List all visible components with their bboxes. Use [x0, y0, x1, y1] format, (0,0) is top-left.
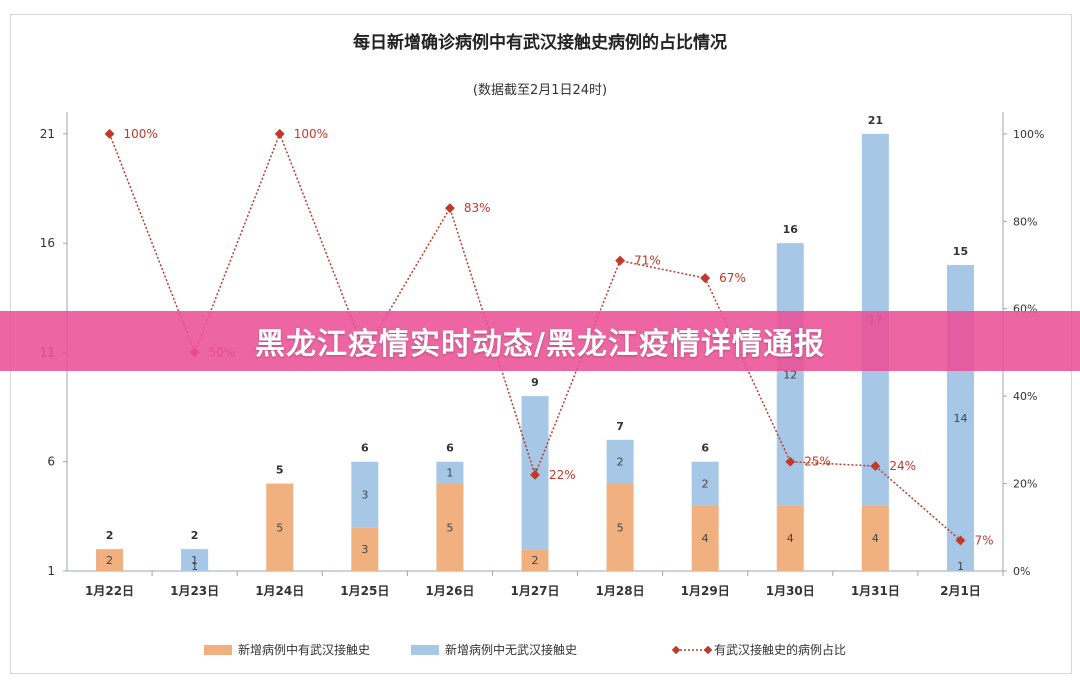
bar-segment-without-contact [691, 461, 719, 506]
legend-swatch-with-contact [204, 645, 232, 655]
x-tick-label: 1月28日 [596, 584, 645, 598]
bar-total-label: 21 [868, 114, 883, 127]
bar-segment-with-contact [436, 483, 464, 571]
chart-legend: 新增病例中有武汉接触史 新增病例中无武汉接触史 有武汉接触史的病例占比 [204, 642, 846, 657]
y-right-tick-label: 80% [1013, 215, 1037, 228]
bar-total-label: 5 [276, 464, 284, 477]
bar-label-with-contact: 2 [106, 554, 113, 567]
y-right-tick-label: 0% [1013, 565, 1030, 578]
bar-label-with-contact: 2 [532, 554, 539, 567]
percentage-point [104, 128, 115, 139]
y-left-tick-label: 16 [40, 236, 55, 250]
legend-line-marker-start [671, 645, 681, 655]
x-tick-label: 1月29日 [681, 584, 730, 598]
x-tick-label: 1月22日 [85, 584, 134, 598]
chart-title: 每日新增确诊病例中有武汉接触史病例的占比情况 [353, 32, 727, 53]
bar-segment-with-contact [266, 483, 294, 571]
bar-total-label: 6 [701, 442, 709, 455]
percentage-label: 24% [889, 459, 916, 473]
bar-total-label: 6 [446, 442, 454, 455]
bar-label-with-contact: 1 [191, 560, 198, 573]
bar-segment-without-contact [436, 461, 464, 484]
bar-label-without-contact: 3 [361, 489, 368, 502]
bar-total-label: 9 [531, 376, 539, 389]
x-tick-label: 1月25日 [340, 584, 389, 598]
bar-total-label: 16 [783, 223, 799, 236]
x-tick-label: 1月23日 [170, 584, 219, 598]
bar-label-without-contact: 1 [191, 554, 198, 567]
bar-total-label: 6 [361, 442, 369, 455]
percentage-point [444, 203, 455, 214]
bar-label-without-contact: 1 [446, 467, 453, 480]
bar-segment-with-contact [96, 549, 124, 571]
y-right-tick-label: 40% [1013, 390, 1037, 403]
legend-line-marker-end [703, 645, 713, 655]
percentage-point [530, 469, 540, 480]
bar-segment-with-contact [691, 505, 719, 571]
percentage-label: 67% [719, 271, 746, 285]
overlay-banner: 黑龙江疫情实时动态/黑龙江疫情详情通报 [0, 311, 1080, 371]
bar-label-with-contact: 5 [617, 521, 624, 534]
bar-label-with-contact: 4 [872, 532, 879, 545]
bar-label-with-contact: 5 [276, 521, 283, 534]
y-left-tick-label: 1 [47, 564, 55, 578]
bar-segment-with-contact [776, 505, 804, 571]
bar-label-with-contact: 5 [446, 521, 453, 534]
legend-label-with-contact: 新增病例中有武汉接触史 [238, 642, 370, 657]
bar-total-label: 2 [106, 529, 114, 542]
percentage-label: 25% [804, 455, 831, 469]
banner-text: 黑龙江疫情实时动态/黑龙江疫情详情通报 [255, 327, 825, 362]
x-tick-label: 1月24日 [255, 584, 304, 598]
bar-total-label: 2 [191, 529, 199, 542]
percentage-point [700, 273, 711, 284]
y-left-tick-label: 6 [47, 455, 55, 469]
x-tick-label: 2月1日 [940, 584, 981, 598]
bar-segment-with-contact [606, 483, 634, 571]
percentage-label: 71% [634, 254, 661, 268]
bar-label-without-contact: 14 [953, 412, 967, 425]
bar-label-with-contact: 4 [787, 532, 794, 545]
legend-swatch-without-contact [411, 645, 439, 655]
percentage-label: 100% [294, 127, 328, 141]
bar-label-with-contact: 3 [361, 543, 368, 556]
percentage-point [870, 461, 881, 472]
bar-total-label: 15 [953, 245, 968, 258]
bar-label-without-contact: 2 [702, 478, 709, 491]
bar-label-with-contact: 1 [957, 560, 964, 573]
bar-segment-without-contact [351, 461, 379, 528]
y-right-tick-label: 100% [1013, 128, 1044, 141]
x-tick-label: 1月26日 [425, 584, 474, 598]
x-tick-label: 1月31日 [851, 584, 900, 598]
x-tick-label: 1月30日 [766, 584, 815, 598]
bar-segment-with-contact [351, 527, 379, 571]
x-tick-label: 1月27日 [510, 584, 559, 598]
percentage-point [785, 456, 796, 467]
bar-total-label: 7 [616, 420, 624, 433]
y-left-tick-label: 21 [40, 127, 55, 141]
percentage-point [615, 255, 626, 266]
bar-segment-without-contact [606, 439, 634, 484]
bar-label-with-contact: 4 [702, 532, 709, 545]
chart-subtitle: (数据截至2月1日24时) [473, 83, 607, 98]
percentage-label: 100% [124, 127, 158, 141]
bar-segment-with-contact [861, 505, 889, 571]
percentage-label: 7% [974, 533, 993, 547]
legend-label-without-contact: 新增病例中无武汉接触史 [445, 642, 577, 657]
legend-label-percentage: 有武汉接触史的病例占比 [714, 642, 846, 657]
bar-label-without-contact: 2 [617, 456, 624, 469]
percentage-point [274, 128, 285, 139]
bar-label-without-contact: 12 [783, 368, 797, 381]
y-right-tick-label: 20% [1013, 478, 1037, 491]
bar-segment-with-contact [521, 549, 549, 571]
bar-segment-without-contact [181, 549, 209, 571]
percentage-label: 22% [549, 468, 576, 482]
percentage-label: 83% [464, 201, 491, 215]
percentage-point [955, 535, 966, 546]
